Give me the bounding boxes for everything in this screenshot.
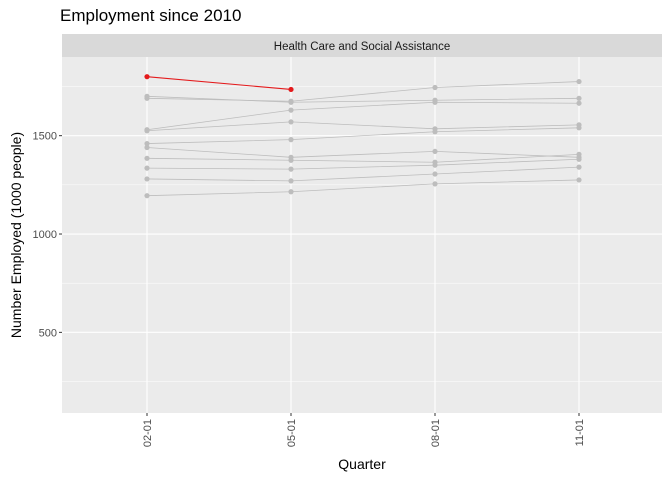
data-point [288, 157, 294, 163]
facet-strip [62, 34, 662, 57]
data-point [144, 176, 150, 182]
y-tick-label: 1000 [33, 229, 57, 241]
data-point [576, 156, 582, 162]
highlight-series-line [146, 76, 292, 91]
data-point [432, 181, 438, 187]
y-axis-title: Number Employed (1000 people) [8, 132, 24, 338]
facet-strip-label: Health Care and Social Assistance [274, 41, 450, 53]
data-point [288, 99, 294, 105]
series-layer [144, 74, 582, 199]
data-point [576, 100, 582, 106]
data-point [576, 164, 582, 170]
data-point [576, 95, 582, 101]
series-line [146, 81, 580, 102]
x-tick-label: 08-01 [430, 419, 442, 447]
data-point [576, 177, 582, 183]
series-line [146, 147, 580, 158]
data-point [144, 128, 150, 134]
data-point [288, 189, 294, 195]
x-tick-label: 05-01 [286, 419, 298, 447]
y-tick-label: 1500 [33, 131, 57, 143]
series-line [146, 101, 580, 131]
data-point [144, 93, 150, 99]
data-point [432, 162, 438, 168]
highlight-data-point [288, 86, 294, 93]
y-tick-label: 500 [39, 327, 57, 339]
series-line [146, 158, 580, 170]
data-point [144, 140, 150, 147]
series-line [146, 127, 580, 144]
data-point [432, 148, 438, 155]
data-point [432, 171, 438, 177]
data-point [432, 84, 438, 91]
data-point [144, 193, 150, 199]
data-point [288, 166, 294, 172]
highlight-data-point [144, 74, 150, 80]
data-point [288, 137, 294, 143]
chart-title: Employment since 2010 [60, 6, 242, 25]
data-point [288, 107, 294, 113]
data-point [288, 178, 294, 184]
x-tick-label: 02-01 [142, 419, 154, 447]
x-axis: 02-01 05-01 08-01 11-01 [142, 413, 586, 447]
data-point [576, 78, 582, 85]
data-point [144, 155, 150, 161]
y-axis: 500 1000 1500 [33, 131, 62, 339]
data-point [432, 99, 438, 105]
series-line [146, 153, 580, 163]
data-point [576, 125, 582, 131]
data-point [144, 165, 150, 171]
x-tick-label: 11-01 [574, 419, 586, 446]
plot-panel [62, 57, 662, 413]
data-point [288, 119, 294, 125]
x-axis-title: Quarter [338, 456, 386, 472]
series-line [146, 179, 580, 197]
data-point [144, 144, 150, 151]
series-line [146, 166, 580, 182]
data-point [432, 129, 438, 135]
series-line [146, 121, 580, 132]
series-line [146, 95, 580, 103]
data-point [576, 151, 582, 157]
